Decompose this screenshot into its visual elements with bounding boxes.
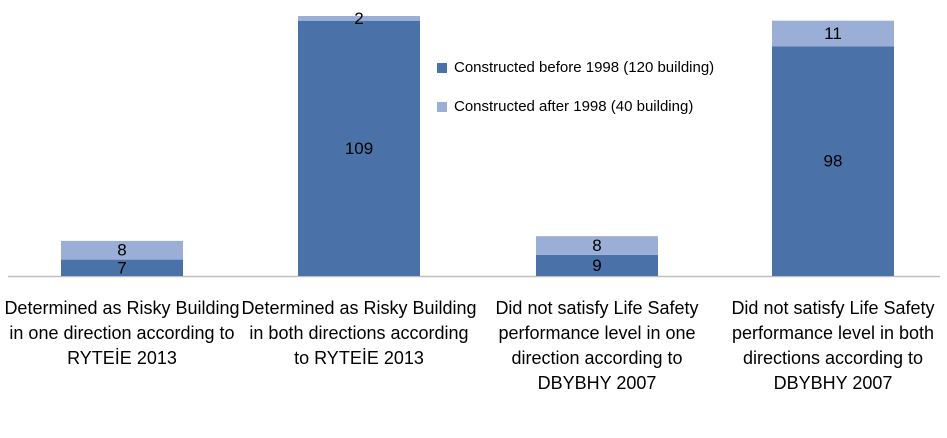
x-tick-label: Determined as Risky Building in one dire… [4, 298, 240, 368]
bar-segment [298, 16, 420, 21]
x-tick-label: Did not satisfy Life Safety performance … [731, 298, 935, 393]
bar-segment [772, 20, 894, 47]
bar-segment [536, 254, 658, 276]
value-label: 9 [592, 256, 601, 275]
value-label: 109 [345, 139, 373, 158]
x-tick-label: Did not satisfy Life Safety performance … [495, 298, 699, 393]
bar-segment [298, 20, 420, 276]
value-label: 11 [824, 24, 842, 43]
bar-segment [61, 259, 183, 276]
x-tick-label: Determined as Risky Building in both dir… [241, 298, 477, 368]
legend-label: Constructed before 1998 (120 building) [454, 59, 714, 76]
value-label: 2 [354, 9, 363, 28]
value-label: 8 [117, 241, 126, 260]
bar-segment [772, 46, 894, 276]
legend-label: Constructed after 1998 (40 building) [454, 98, 693, 115]
legend-swatch [437, 63, 447, 73]
legend-swatch [437, 102, 447, 112]
value-label: 8 [592, 236, 601, 255]
bar-segment [536, 236, 658, 255]
value-label: 98 [824, 152, 843, 171]
value-label: 7 [117, 258, 126, 277]
bar-segment [61, 240, 183, 260]
